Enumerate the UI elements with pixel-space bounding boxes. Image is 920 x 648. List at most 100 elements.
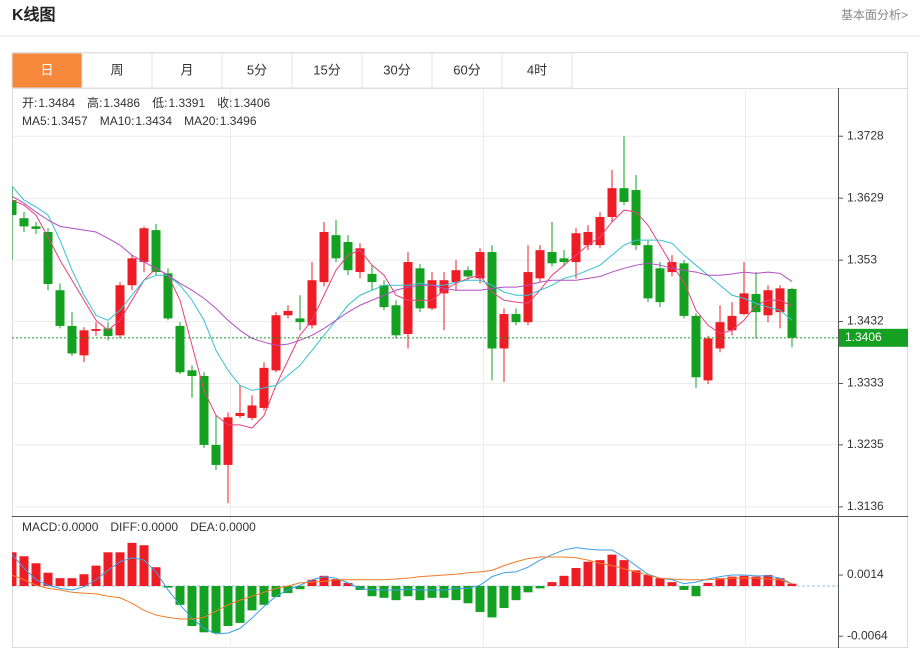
legend-name: 收:	[217, 96, 232, 110]
macd-bar	[259, 586, 269, 605]
candle-body	[583, 232, 593, 246]
ma-line	[12, 199, 793, 429]
macd-bar	[571, 567, 581, 587]
candle-body	[271, 315, 281, 371]
macd-bar	[19, 556, 29, 587]
macd-bar	[547, 582, 557, 587]
macd-bar	[451, 586, 461, 601]
macd-bar	[115, 552, 125, 587]
candle-body	[12, 200, 17, 216]
candle-body	[163, 273, 173, 319]
legend-value: 1.3457	[51, 114, 88, 128]
macd-bar	[787, 583, 797, 587]
last-price-box	[839, 328, 908, 347]
candle-body	[235, 412, 245, 417]
y-tick-label: 0.0014	[847, 567, 884, 581]
macd-bar	[12, 552, 17, 587]
legend-value: 1.3406	[233, 96, 270, 110]
macd-bar	[367, 586, 377, 597]
macd-bar	[79, 574, 89, 587]
page-title: K线图	[12, 5, 56, 24]
candle-body	[475, 252, 485, 279]
macd-bar	[67, 578, 77, 587]
macd-bar	[187, 586, 197, 627]
macd-bar	[655, 578, 665, 587]
tab[interactable]	[291, 52, 363, 89]
candle-body	[487, 252, 497, 349]
candle-body	[595, 216, 605, 246]
tab[interactable]	[11, 52, 83, 89]
macd-bar	[763, 575, 773, 587]
candle-body	[103, 328, 113, 336]
macd-bar	[343, 582, 353, 587]
tab-label[interactable]: 月	[180, 62, 193, 77]
macd-bar	[175, 586, 185, 605]
candle-body	[523, 272, 533, 323]
tab-label[interactable]: 4时	[527, 62, 547, 77]
macd-bar	[127, 542, 137, 587]
candle-body	[535, 250, 545, 279]
macd-bar	[307, 579, 317, 587]
macd-bar	[511, 586, 521, 601]
candle-body	[367, 273, 377, 283]
candle-body	[679, 263, 689, 316]
y-tick-label: 1.3728	[847, 128, 884, 142]
macd-bar	[331, 578, 341, 587]
candle-body	[463, 270, 473, 277]
macd-bar	[631, 570, 641, 587]
y-tick-label: 1.3136	[847, 499, 884, 513]
y-tick-label: 1.3432	[847, 314, 884, 328]
macd-bar	[463, 586, 473, 604]
tab[interactable]	[151, 52, 223, 89]
macd-bar	[427, 586, 437, 598]
candle-body	[139, 228, 149, 263]
ma-line	[12, 195, 793, 346]
tab-label[interactable]: 15分	[313, 62, 340, 77]
macd-bar	[607, 554, 617, 587]
tab-label[interactable]: 60分	[453, 62, 480, 77]
tab[interactable]	[361, 52, 433, 89]
candle-body	[67, 325, 77, 354]
macd-bar	[703, 582, 713, 587]
candle-body	[403, 262, 413, 335]
tab[interactable]	[221, 52, 293, 89]
candle-body	[331, 235, 341, 259]
macd-bar	[715, 578, 725, 587]
legend-value: 1.3484	[38, 96, 75, 110]
axes: 1.3136 1.3235 1.3333 1.3432 1.353 1.3629 1.372…	[22, 95, 908, 642]
candle-body	[655, 268, 665, 303]
candle-body	[391, 305, 401, 336]
macd-bar	[559, 575, 569, 587]
fundamental-link[interactable]: 基本面分析>	[841, 8, 908, 22]
macd-bar	[91, 565, 101, 587]
macd-bar	[739, 575, 749, 587]
macd-bar	[211, 586, 221, 634]
macd-bar	[247, 586, 257, 611]
tab-label[interactable]: 日	[40, 62, 53, 77]
candle-body	[631, 190, 641, 246]
tab-label[interactable]: 30分	[383, 62, 410, 77]
candle-body	[31, 226, 41, 229]
macd-bar	[199, 586, 209, 633]
legend-name: 开:	[22, 96, 37, 110]
candle-body	[763, 290, 773, 316]
legend-name: MA10:	[100, 114, 135, 128]
candle-body	[307, 280, 317, 326]
candle-body	[607, 188, 617, 217]
ma-line	[12, 185, 793, 391]
tab-label[interactable]: 周	[110, 62, 123, 77]
candle-body	[175, 325, 185, 373]
y-tick-label: -0.0064	[847, 628, 888, 642]
candle-body	[427, 280, 437, 309]
tab[interactable]	[431, 52, 503, 89]
tab[interactable]	[501, 52, 573, 89]
candle-body	[571, 233, 581, 263]
candle-body	[55, 290, 65, 326]
macd-bar	[667, 582, 677, 587]
macd-bar	[619, 560, 629, 587]
candle-body	[439, 280, 449, 294]
candle-body	[715, 322, 725, 349]
legend-name: DIFF:	[110, 520, 140, 534]
vertical-grid	[230, 88, 746, 648]
tab-label[interactable]: 5分	[247, 62, 267, 77]
